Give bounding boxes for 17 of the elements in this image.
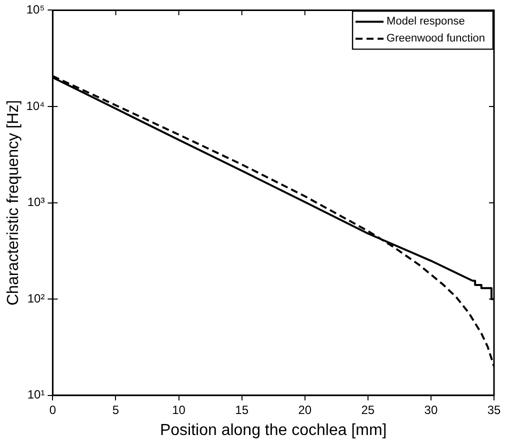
legend-label: Greenwood function [386,32,485,45]
legend-label: Model response [386,16,465,28]
y-tick-label: 10³ [27,195,45,210]
x-tick-label: 10 [172,402,186,417]
x-tick-label: 0 [49,402,56,417]
x-tick-label: 20 [298,402,312,417]
x-tick-label: 35 [487,402,501,417]
y-axis-title: Characteristic frequency [Hz] [5,100,22,306]
x-tick-label: 30 [424,402,438,417]
x-tick-label: 15 [235,402,249,417]
x-axis-title: Position along the cochlea [mm] [160,422,387,439]
y-tick-label: 10² [27,291,45,306]
x-tick-label: 5 [112,402,120,417]
y-tick-label: 10¹ [27,388,45,402]
y-tick-label: 10⁵ [26,2,45,17]
y-tick-label: 10⁴ [26,98,45,113]
x-tick-label: 25 [361,402,375,417]
